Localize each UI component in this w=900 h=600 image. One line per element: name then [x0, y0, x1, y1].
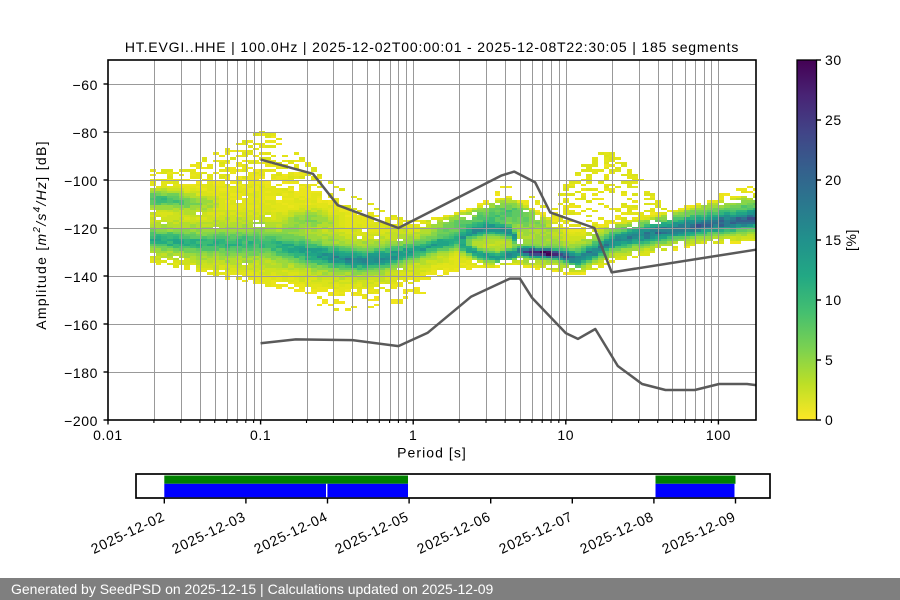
svg-text:10: 10 — [825, 292, 842, 308]
svg-text:[%]: [%] — [843, 229, 859, 251]
svg-text:Period [s]: Period [s] — [397, 445, 467, 461]
svg-text:−100: −100 — [64, 173, 98, 189]
svg-text:−160: −160 — [64, 317, 98, 333]
svg-text:0: 0 — [825, 412, 833, 428]
svg-text:0.1: 0.1 — [250, 427, 271, 443]
svg-text:−180: −180 — [64, 365, 98, 381]
svg-text:25: 25 — [825, 112, 842, 128]
svg-text:−120: −120 — [64, 221, 98, 237]
svg-text:20: 20 — [825, 172, 842, 188]
svg-text:100: 100 — [706, 427, 731, 443]
svg-text:−140: −140 — [64, 269, 98, 285]
svg-text:5: 5 — [825, 352, 833, 368]
svg-text:−80: −80 — [72, 125, 98, 141]
svg-text:30: 30 — [825, 52, 842, 68]
svg-text:HT.EVGI..HHE | 100.0Hz | 2025-: HT.EVGI..HHE | 100.0Hz | 2025-12-02T00:0… — [125, 39, 739, 55]
svg-text:15: 15 — [825, 232, 842, 248]
svg-text:0.01: 0.01 — [93, 427, 123, 443]
svg-text:10: 10 — [557, 427, 574, 443]
svg-text:Amplitude [m2/s4/Hz] [dB]: Amplitude [m2/s4/Hz] [dB] — [32, 140, 49, 330]
svg-text:−60: −60 — [72, 77, 98, 93]
svg-text:1: 1 — [409, 427, 417, 443]
svg-text:−200: −200 — [64, 413, 98, 429]
